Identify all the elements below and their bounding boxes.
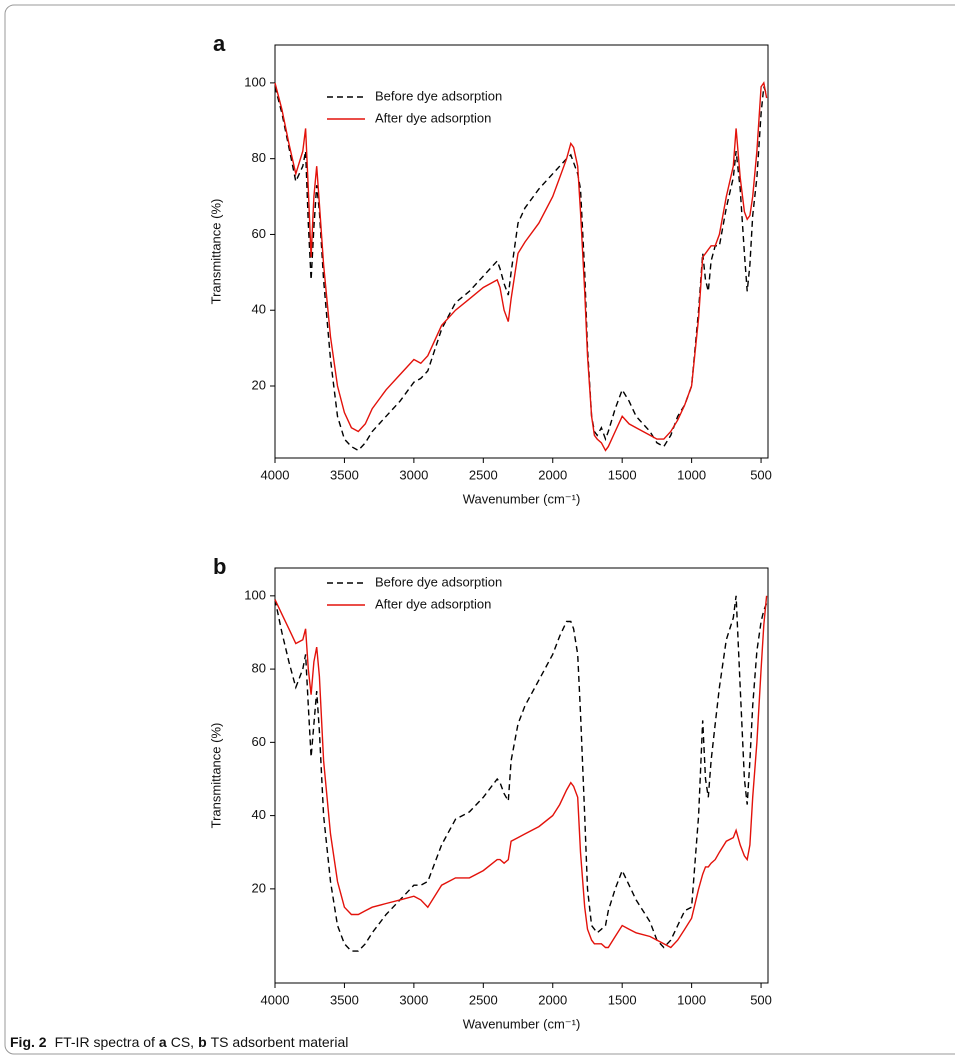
x-tick-label: 2500 [469,467,498,482]
caption-text: CS, [171,1034,194,1050]
x-tick-label: 3000 [399,467,428,482]
caption-text: a [159,1034,167,1050]
y-tick-label: 60 [252,734,266,749]
spectrum-line [274,595,768,952]
y-tick-label: 80 [252,150,266,165]
legend-label: After dye adsorption [375,110,491,125]
y-tick-label: 100 [244,74,266,89]
x-tick-label: 500 [750,992,772,1007]
frame [4,4,955,1055]
caption: Fig. 2 FT-IR spectra of a CS, b TS adsorbent … [10,1034,348,1050]
y-axis-label: Transmittance (%) [208,199,223,305]
x-tick-label: 3500 [330,992,359,1007]
x-axis-label: Wavenumber (cm⁻¹) [463,491,581,506]
y-tick-label: 40 [252,302,266,317]
plot-area [274,44,769,459]
caption-label: Fig. 2 [10,1034,47,1050]
spectrum-line [274,81,768,452]
x-tick-label: 4000 [261,992,290,1007]
x-axis-label: Wavenumber (cm⁻¹) [463,1016,581,1031]
x-tick-label: 1000 [677,467,706,482]
x-tick-label: 1500 [608,992,637,1007]
x-tick-label: 3500 [330,467,359,482]
y-tick-label: 20 [252,880,266,895]
y-axis-label: Transmittance (%) [208,723,223,829]
legend-label: Before dye adsorption [375,88,502,103]
plot-area [274,567,769,984]
x-tick-label: 1000 [677,992,706,1007]
x-tick-label: 1500 [608,467,637,482]
y-tick-label: 20 [252,377,266,392]
caption-text: b [198,1034,207,1050]
caption-text: TS adsorbent material [211,1034,349,1050]
x-tick-label: 500 [750,467,772,482]
panel-label: a [213,31,226,56]
x-tick-label: 2000 [538,992,567,1007]
y-tick-label: 80 [252,661,266,676]
spectrum-line [274,86,768,452]
y-tick-label: 60 [252,226,266,241]
legend-label: Before dye adsorption [375,574,502,589]
panel-label: b [213,554,226,579]
caption-text: FT-IR spectra of [55,1034,155,1050]
y-tick-label: 100 [244,587,266,602]
y-tick-label: 40 [252,807,266,822]
spectrum-line [274,595,768,949]
x-tick-label: 4000 [261,467,290,482]
x-tick-label: 2000 [538,467,567,482]
x-tick-label: 2500 [469,992,498,1007]
legend-label: After dye adsorption [375,596,491,611]
x-tick-label: 3000 [399,992,428,1007]
